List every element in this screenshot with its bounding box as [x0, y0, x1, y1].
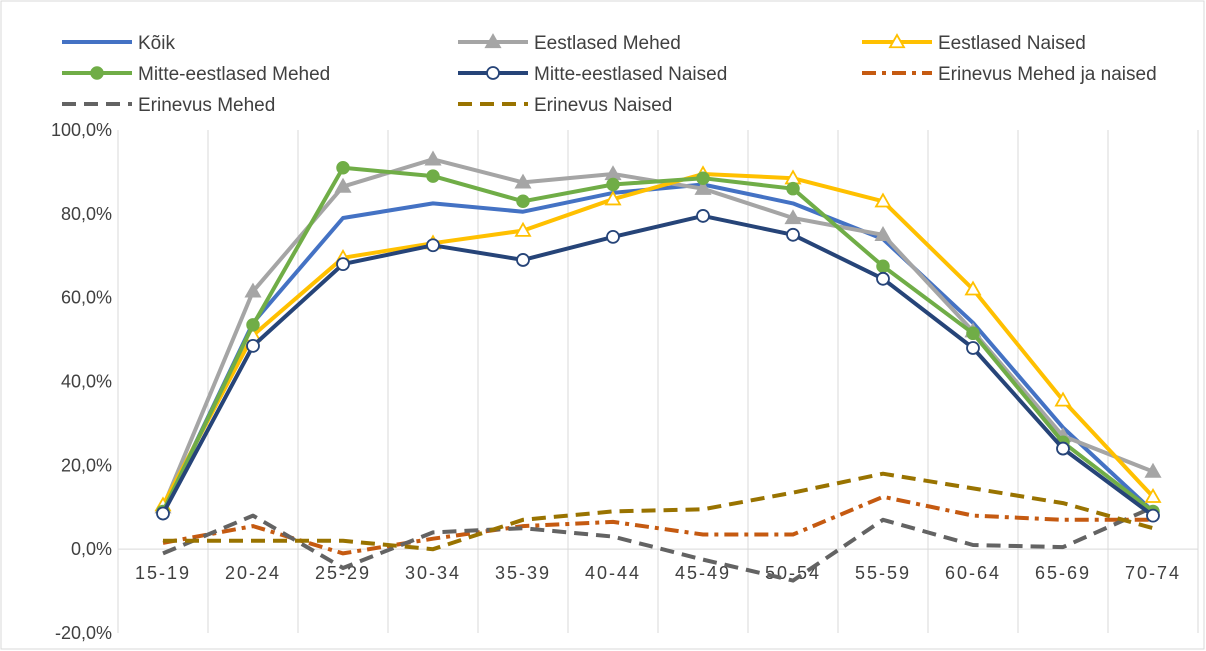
y-tick-label: 60,0%: [61, 288, 112, 308]
data-point: [786, 181, 800, 196]
data-point: [874, 225, 892, 241]
series-erinevus-mehed: [162, 505, 1154, 583]
legend-label: Eestlased Mehed: [534, 33, 681, 54]
data-point: [424, 150, 442, 166]
series-line: [161, 165, 1155, 514]
data-point: [334, 177, 352, 193]
y-axis: -20,0% 0,0% 20,0% 40,0% 60,0% 80,0% 100,0%: [51, 120, 112, 643]
data-point: [696, 171, 710, 185]
legend-item: Eestlased Naised: [862, 33, 1086, 54]
data-point: [1144, 462, 1162, 478]
x-tick-label: 70-74: [1125, 563, 1181, 583]
x-tick-label: 30-34: [405, 563, 461, 583]
x-tick-label: 55-59: [855, 563, 911, 583]
x-tick-label: 65-69: [1035, 563, 1091, 583]
data-point: [966, 341, 980, 355]
legend-label: Kõik: [138, 33, 175, 54]
legend-marker: [484, 33, 502, 49]
series-line: [161, 172, 1155, 508]
series-line: [161, 182, 1155, 514]
series-layer: [154, 150, 1162, 583]
data-point: [786, 227, 800, 242]
series-line: [161, 213, 1155, 518]
data-point: [514, 221, 532, 237]
data-point: [246, 338, 260, 353]
series-mitte-eestlased-naised: [156, 209, 1160, 523]
y-tick-label: 20,0%: [61, 455, 112, 475]
x-tick-label: 15-19: [135, 563, 191, 583]
data-point: [336, 257, 350, 272]
legend-label: Erinevus Naised: [534, 95, 672, 116]
series-line: [162, 505, 1154, 583]
series-erinevus-mehed-ja-naised: [162, 494, 1153, 556]
legend-marker: [90, 66, 104, 80]
data-point: [1144, 487, 1162, 503]
y-tick-label: -20,0%: [55, 623, 112, 643]
data-point: [606, 177, 620, 192]
data-point: [874, 192, 892, 208]
data-point: [696, 209, 710, 223]
x-tick-label: 35-39: [495, 563, 551, 583]
series-mitte-eestlased-mehed: [156, 160, 1160, 519]
data-point: [1056, 441, 1070, 456]
data-point: [516, 253, 530, 267]
series-line: [163, 471, 1154, 552]
legend-marker: [486, 66, 500, 80]
x-tick-label: 60-64: [945, 563, 1001, 583]
data-point: [156, 506, 170, 521]
legend-item: Erinevus Mehed ja naised: [862, 64, 1157, 85]
data-point: [426, 238, 440, 253]
legend-label: Eestlased Naised: [938, 33, 1086, 54]
x-tick-label: 40-44: [585, 563, 641, 583]
legend-item: Mitte-eestlased Mehed: [62, 64, 330, 85]
data-point: [694, 179, 712, 195]
legend-item: Erinevus Naised: [458, 95, 672, 116]
data-point: [606, 229, 620, 244]
x-tick-label: 25-29: [315, 563, 371, 583]
data-point: [966, 326, 980, 341]
legend-label: Erinevus Mehed ja naised: [938, 64, 1157, 85]
legend-item: Erinevus Mehed: [62, 95, 275, 116]
data-point: [876, 259, 890, 273]
data-point: [1146, 508, 1160, 523]
x-tick-label: 45-49: [675, 563, 731, 583]
data-point: [246, 318, 260, 332]
legend-item: Kõik: [62, 33, 175, 54]
series-eestlased-naised: [154, 165, 1162, 512]
x-tick-label: 20-24: [225, 563, 281, 583]
data-point: [514, 173, 532, 189]
data-point: [336, 160, 350, 175]
legend-item: Mitte-eestlased Naised: [458, 64, 727, 85]
grid: [117, 130, 1199, 633]
data-point: [604, 190, 622, 206]
legend-label: Mitte-eestlased Naised: [534, 64, 727, 85]
series-line: [162, 494, 1153, 556]
data-point: [784, 209, 802, 225]
data-point: [426, 169, 440, 183]
legend-item: Eestlased Mehed: [458, 33, 681, 54]
series-kõik: [161, 182, 1155, 514]
y-tick-label: 0,0%: [71, 539, 112, 559]
series-erinevus-naised: [163, 471, 1154, 552]
data-point: [1054, 391, 1072, 407]
y-tick-label: 80,0%: [61, 204, 112, 224]
legend-label: Mitte-eestlased Mehed: [138, 64, 330, 85]
data-point: [964, 280, 982, 296]
legend-label: Erinevus Mehed: [138, 95, 275, 116]
y-tick-label: 40,0%: [61, 372, 112, 392]
data-point: [876, 271, 890, 286]
data-point: [244, 282, 262, 298]
y-tick-label: 100,0%: [51, 120, 112, 140]
legend-marker: [888, 33, 906, 49]
data-point: [516, 194, 530, 209]
legend: Kõik Eestlased Mehed Eestlased Naised Mitte…: [62, 33, 1157, 116]
x-axis: 15-19 20-24 25-29 30-34 35-39 40-44 45-49 50-54…: [135, 563, 1181, 583]
